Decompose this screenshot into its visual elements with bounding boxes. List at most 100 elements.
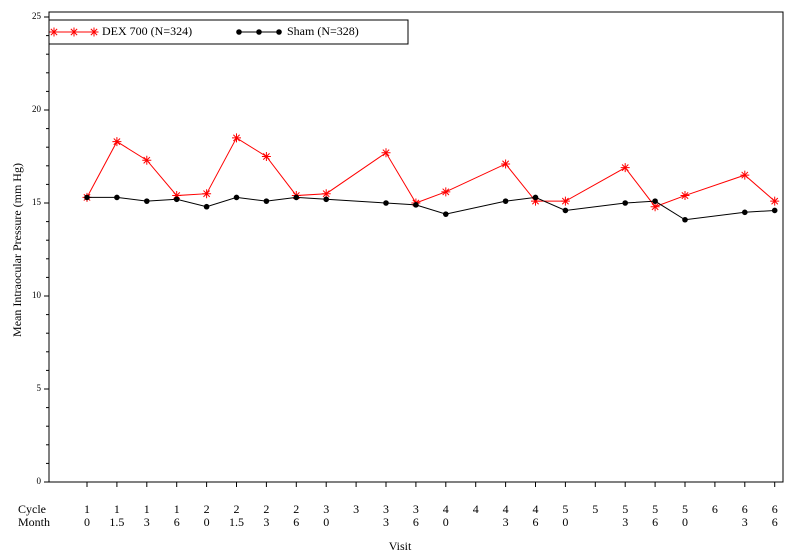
row-label: Cycle xyxy=(18,502,46,516)
x-tick-label: 3 xyxy=(323,502,329,516)
x-tick-label: 6 xyxy=(772,502,778,516)
marker xyxy=(441,187,451,197)
x-tick-label: 4 xyxy=(473,502,479,516)
legend-box xyxy=(48,19,409,45)
x-tick-label: 1 xyxy=(144,502,150,516)
x-tick-label: 0 xyxy=(204,515,210,529)
x-tick-label: 0 xyxy=(443,515,449,529)
marker xyxy=(276,29,282,35)
x-tick-label: 2 xyxy=(204,502,210,516)
marker xyxy=(142,155,152,165)
marker xyxy=(771,207,778,214)
x-tick-label: 5 xyxy=(682,502,688,516)
marker xyxy=(232,133,241,143)
marker xyxy=(256,29,262,35)
x-tick-label: 0 xyxy=(323,515,329,529)
x-tick-label: 1 xyxy=(84,502,90,516)
x-tick-label: 3 xyxy=(353,502,359,516)
marker xyxy=(203,203,210,210)
x-tick-label: 6 xyxy=(533,515,539,529)
marker xyxy=(84,194,90,201)
x-tick-label: 6 xyxy=(652,515,658,529)
x-tick-label: 4 xyxy=(533,502,539,516)
x-tick-label: 6 xyxy=(293,515,299,529)
x-tick-label: 3 xyxy=(413,502,419,516)
marker xyxy=(293,194,300,201)
y-tick-label: 0 xyxy=(37,476,42,486)
marker xyxy=(652,198,658,204)
marker xyxy=(114,194,120,201)
y-axis-label: Mean Intraocular Pressure (mm Hg) xyxy=(10,163,24,337)
marker xyxy=(770,196,780,206)
x-tick-label: 2 xyxy=(263,502,269,516)
x-tick-label: 4 xyxy=(503,502,509,516)
marker xyxy=(680,191,690,201)
marker xyxy=(263,198,270,204)
y-tick-label: 20 xyxy=(32,104,42,114)
marker xyxy=(562,207,569,214)
x-tick-label: 3 xyxy=(144,515,150,529)
marker xyxy=(531,196,540,206)
marker xyxy=(740,170,750,180)
x-tick-label: 3 xyxy=(383,515,389,529)
series-line xyxy=(86,137,776,208)
x-tick-label: 1 xyxy=(114,502,120,516)
x-tick-label: 2 xyxy=(234,502,240,516)
marker xyxy=(112,137,122,147)
x-tick-label: 3 xyxy=(503,515,509,529)
x-tick-label: 6 xyxy=(742,502,748,516)
marker xyxy=(49,27,59,37)
x-tick-label: 0 xyxy=(84,515,90,529)
x-tick-label: 3 xyxy=(263,515,269,529)
marker xyxy=(742,209,748,216)
x-tick-label: 3 xyxy=(622,515,628,529)
series-line xyxy=(87,196,775,221)
marker xyxy=(173,196,180,203)
x-tick-label: 4 xyxy=(443,502,449,516)
x-axis-label: Visit xyxy=(389,539,412,553)
x-tick-label: 1.5 xyxy=(109,515,124,529)
x-tick-label: 0 xyxy=(562,515,568,529)
y-tick-label: 10 xyxy=(32,290,42,300)
x-tick-label: 5 xyxy=(592,502,598,516)
marker xyxy=(323,196,330,203)
x-tick-label: 3 xyxy=(383,502,389,516)
marker xyxy=(501,159,511,169)
marker xyxy=(560,196,570,206)
x-tick-label: 6 xyxy=(712,502,718,516)
y-tick-label: 25 xyxy=(32,11,42,21)
marker xyxy=(236,29,242,35)
x-tick-label: 5 xyxy=(652,502,658,516)
x-tick-label: 5 xyxy=(622,502,628,516)
marker xyxy=(321,189,331,199)
legend-label: Sham (N=328) xyxy=(287,24,359,38)
marker xyxy=(233,194,240,201)
marker xyxy=(413,202,419,208)
marker xyxy=(202,189,212,199)
marker xyxy=(532,194,539,201)
marker xyxy=(622,200,628,206)
row-label: Month xyxy=(18,515,50,529)
x-tick-label: 1 xyxy=(174,502,180,516)
marker xyxy=(502,198,509,204)
marker xyxy=(69,27,79,37)
legend-label: DEX 700 (N=324) xyxy=(102,24,192,38)
x-tick-label: 6 xyxy=(174,515,180,529)
x-tick-label: 6 xyxy=(772,515,778,529)
marker xyxy=(144,198,150,204)
marker xyxy=(682,216,688,223)
marker xyxy=(620,163,630,173)
y-tick-label: 5 xyxy=(37,383,42,393)
marker xyxy=(650,202,660,212)
y-tick-label: 15 xyxy=(32,197,42,207)
x-tick-label: 1.5 xyxy=(229,515,244,529)
marker xyxy=(261,152,271,161)
x-tick-label: 5 xyxy=(562,502,568,516)
marker xyxy=(443,211,449,217)
x-tick-label: 6 xyxy=(413,515,419,529)
marker xyxy=(89,27,99,37)
marker xyxy=(383,200,389,206)
marker xyxy=(172,191,182,201)
marker xyxy=(381,148,391,158)
